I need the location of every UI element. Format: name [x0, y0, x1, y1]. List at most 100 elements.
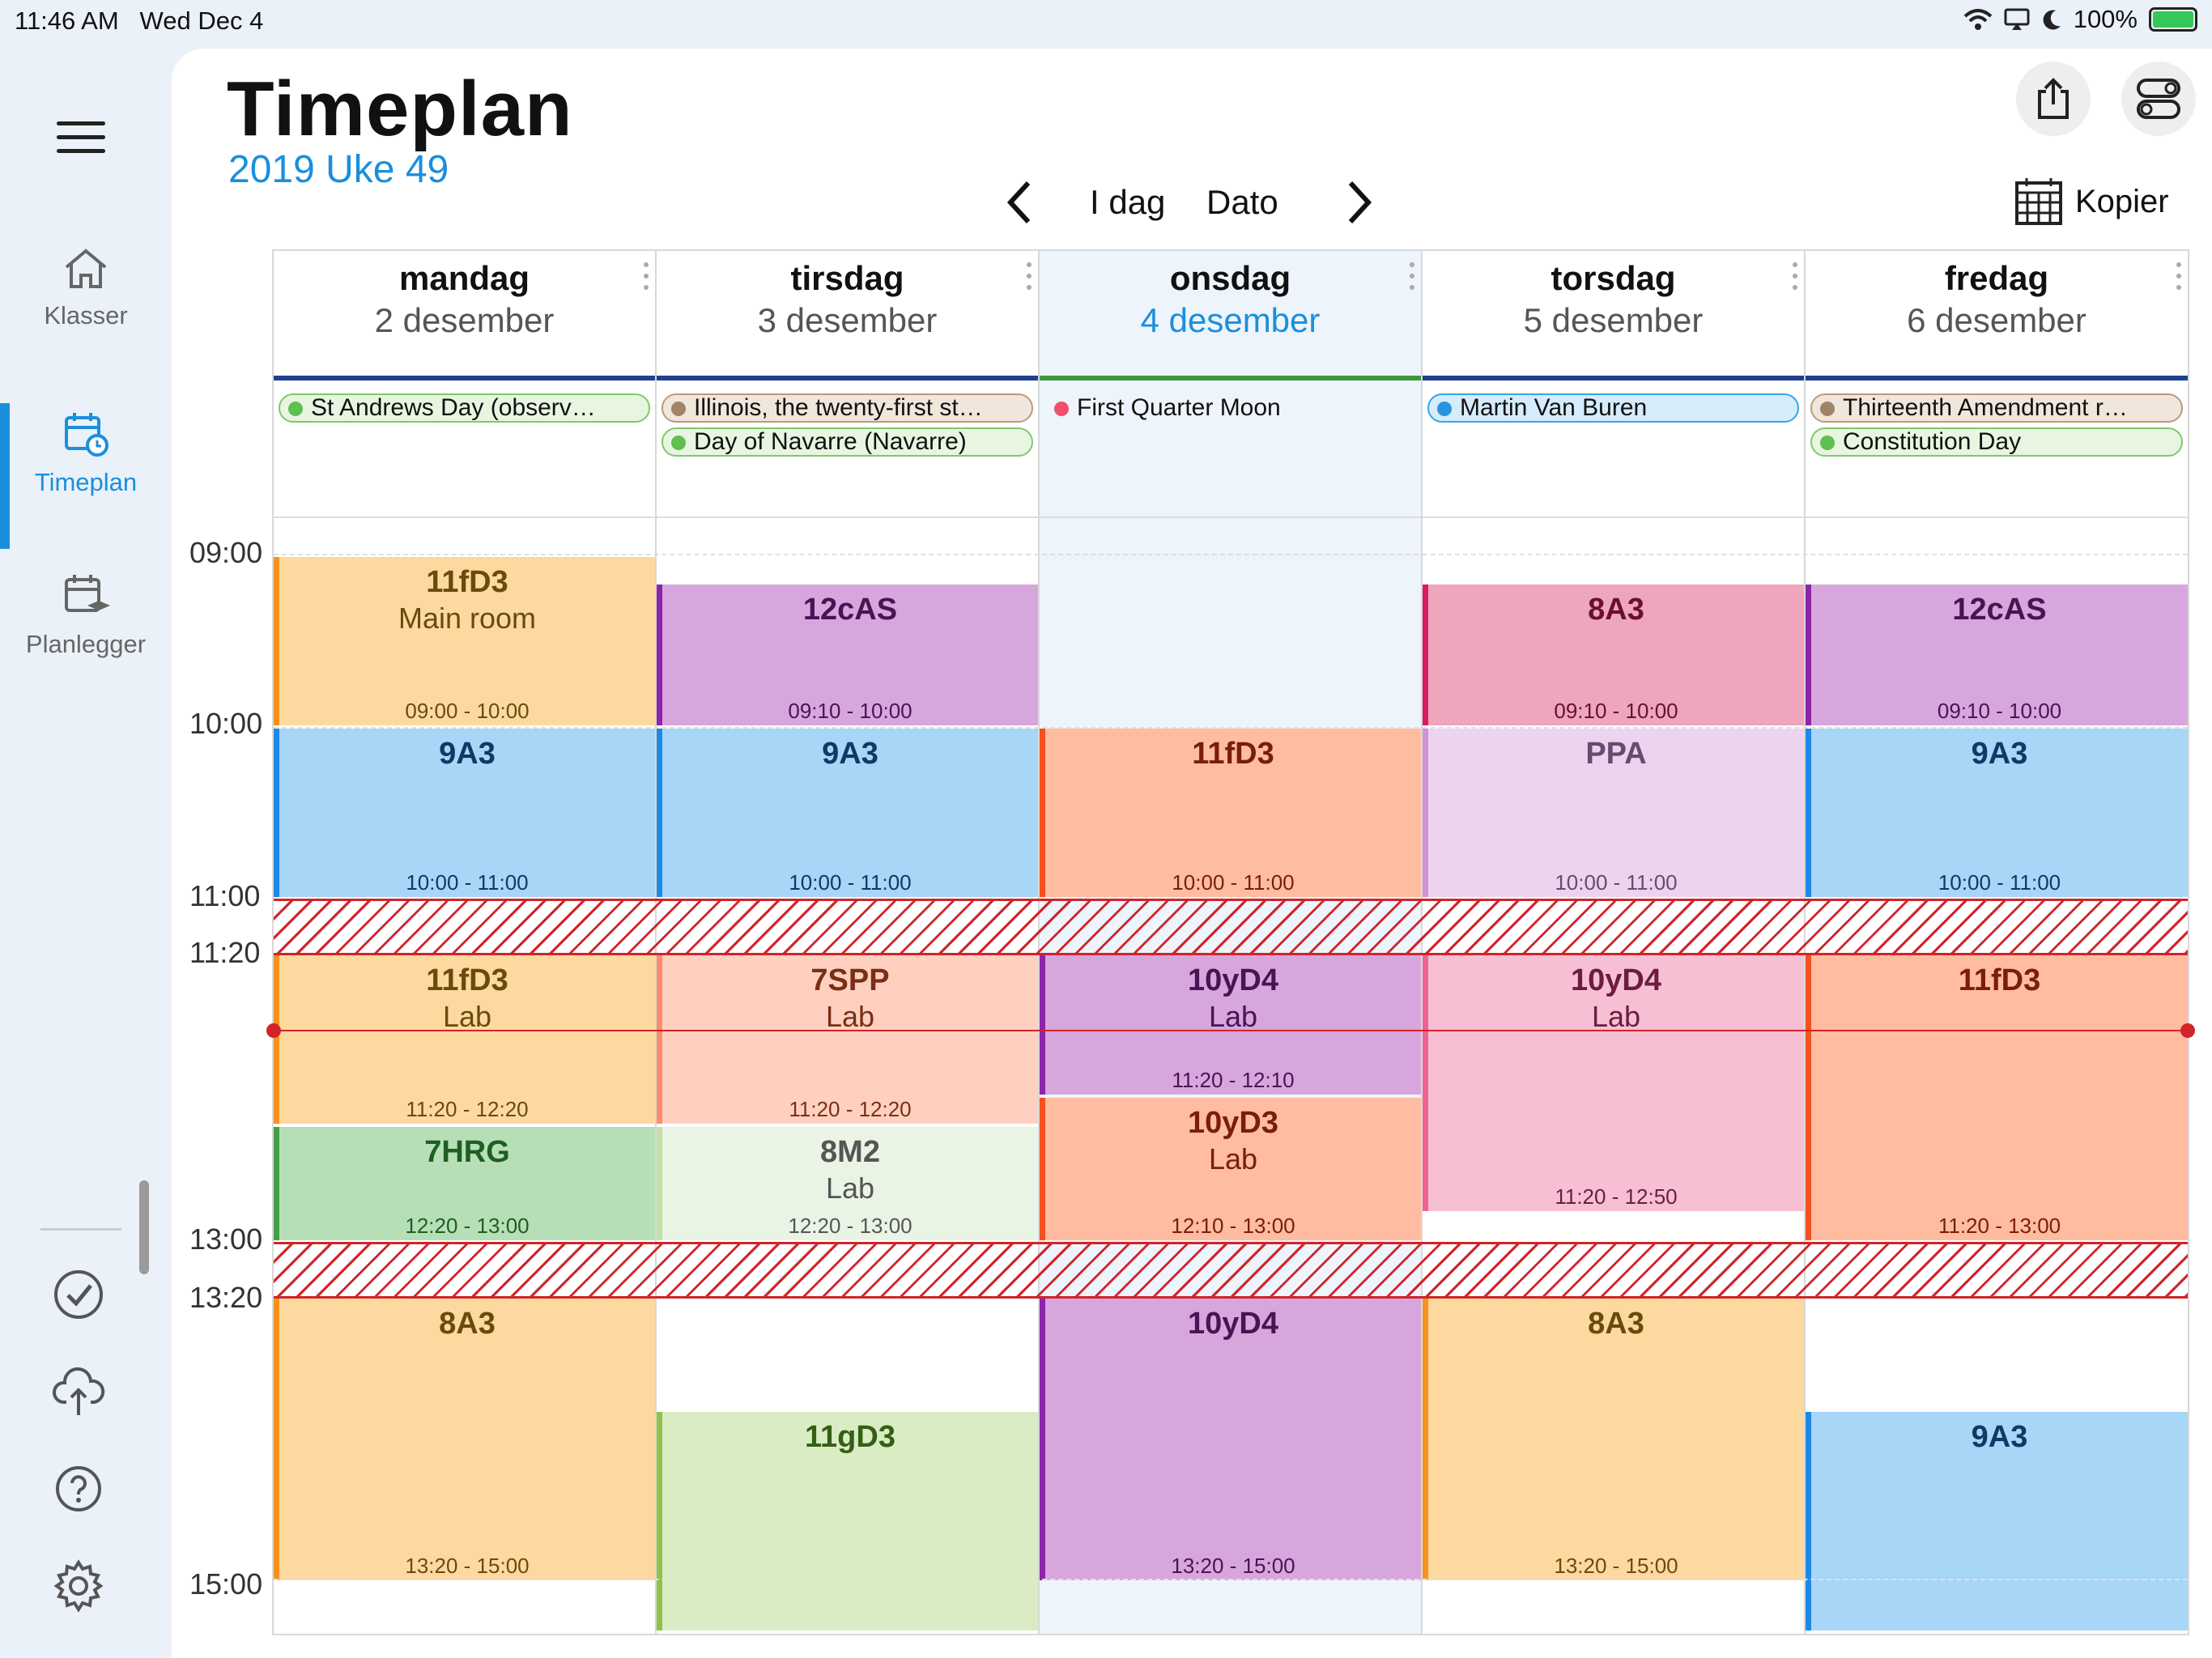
sidebar-item-label: Timeplan — [34, 468, 138, 496]
day-name: onsdag — [1169, 259, 1291, 297]
lesson-event[interactable]: 9A3 10:00 - 11:00 — [1806, 729, 2188, 897]
all-day-event[interactable]: Illinois, the twenty-first st… — [661, 393, 1033, 423]
calendar-clock-icon — [65, 413, 108, 457]
wifi-icon — [1963, 9, 1993, 30]
toggles-icon — [2137, 79, 2180, 119]
day-name: fredag — [1944, 259, 2049, 297]
previous-icon[interactable] — [1002, 178, 1038, 227]
cloud-upload-icon[interactable] — [50, 1363, 107, 1420]
more-icon[interactable] — [644, 262, 650, 296]
all-day-event[interactable]: Martin Van Buren — [1427, 393, 1799, 423]
lesson-event[interactable]: 11gD3 — [657, 1412, 1038, 1630]
sidebar-item-klasser[interactable]: Klasser — [0, 246, 172, 330]
all-day-area: First Quarter Moon — [1040, 380, 1421, 518]
current-time-dot — [266, 1023, 281, 1038]
day-header[interactable]: fredag 6 desember — [1806, 251, 2188, 379]
lesson-event[interactable]: 11fD3 Lab 11:20 - 12:20 — [274, 955, 655, 1124]
more-icon[interactable] — [1410, 262, 1416, 296]
date-button[interactable]: Dato — [1206, 183, 1278, 221]
day-name: tirsdag — [790, 259, 904, 297]
copy-label: Kopier — [2075, 183, 2169, 219]
more-icon[interactable] — [1793, 262, 1799, 296]
status-bar: 11:46 AM Wed Dec 4 100% — [0, 0, 2212, 44]
sidebar-divider — [40, 1228, 121, 1231]
toggles-button[interactable] — [2121, 62, 2196, 136]
lesson-event[interactable]: PPA 10:00 - 11:00 — [1423, 729, 1804, 897]
day-header-line — [1806, 376, 2188, 380]
calendar-grid-icon — [2015, 178, 2062, 225]
time-label: 13:20 — [189, 1281, 263, 1314]
lesson-event[interactable]: 8A3 09:10 - 10:00 — [1423, 585, 1804, 725]
check-circle-icon[interactable] — [50, 1266, 107, 1323]
day-date: 5 desember — [1523, 301, 1704, 339]
day-header[interactable]: mandag 2 desember — [274, 251, 655, 379]
current-time-line — [274, 1030, 2188, 1031]
calendar-cap-icon — [65, 575, 110, 612]
lesson-event[interactable]: 9A3 10:00 - 11:00 — [657, 729, 1038, 897]
lesson-event[interactable]: 10yD4 Lab 11:20 - 12:10 — [1040, 955, 1421, 1095]
share-button[interactable] — [2016, 62, 2091, 136]
time-label: 09:00 — [189, 536, 263, 569]
lesson-event[interactable]: 10yD3 Lab 12:10 - 13:00 — [1040, 1098, 1421, 1240]
day-header-line — [1040, 376, 1421, 380]
hour-line — [274, 554, 2188, 555]
sidebar-item-planlegger[interactable]: Planlegger — [0, 572, 172, 659]
current-time-dot — [2180, 1023, 2195, 1038]
next-icon[interactable] — [1341, 178, 1376, 227]
hour-line — [274, 727, 2188, 729]
lesson-event[interactable]: 8M2 Lab 12:20 - 13:00 — [657, 1127, 1038, 1240]
day-header-line — [274, 376, 655, 380]
lesson-event[interactable]: 9A3 10:00 - 11:00 — [274, 729, 655, 897]
status-right: 100% — [1963, 5, 2197, 34]
lesson-event[interactable]: 8A3 13:20 - 15:00 — [274, 1299, 655, 1580]
copy-button[interactable]: Kopier — [2014, 176, 2169, 227]
all-day-area: St Andrews Day (observ… — [274, 380, 655, 518]
battery-percent: 100% — [2073, 5, 2138, 33]
lesson-event[interactable]: 7HRG 12:20 - 13:00 — [274, 1127, 655, 1240]
lesson-event[interactable]: 10yD4 Lab 11:20 - 12:50 — [1423, 955, 1804, 1211]
lesson-event[interactable]: 9A3 — [1806, 1412, 2188, 1630]
all-day-area: Thirteenth Amendment r… Constitution Day — [1806, 380, 2188, 518]
battery-icon — [2149, 7, 2197, 32]
lesson-event[interactable]: 12cAS 09:10 - 10:00 — [657, 585, 1038, 725]
lesson-event[interactable]: 8A3 13:20 - 15:00 — [1423, 1299, 1804, 1580]
sidebar-item-label: Klasser — [44, 301, 128, 329]
settings-gear-icon[interactable] — [50, 1558, 107, 1614]
sidebar: Klasser Timeplan Planlegger — [0, 44, 172, 1658]
all-day-event[interactable]: Thirteenth Amendment r… — [1810, 393, 2183, 423]
sidebar-item-timeplan[interactable]: Timeplan — [0, 410, 172, 497]
help-icon[interactable] — [50, 1460, 107, 1517]
more-icon[interactable] — [2176, 262, 2183, 296]
day-header-line — [657, 376, 1038, 380]
time-label: 11:00 — [189, 879, 261, 912]
lesson-event[interactable]: 11fD3 Main room 09:00 - 10:00 — [274, 557, 655, 725]
active-indicator — [0, 403, 10, 549]
share-icon — [2038, 78, 2069, 119]
week-calendar: mandag 2 desember St Andrews Day (observ… — [266, 249, 2195, 1635]
day-column-tuesday: tirsdag 3 desember Illinois, the twenty-… — [657, 251, 1040, 1634]
day-header-line — [1423, 376, 1804, 380]
day-name: torsdag — [1551, 259, 1676, 297]
day-column-monday: mandag 2 desember St Andrews Day (observ… — [274, 251, 657, 1634]
day-header[interactable]: onsdag 4 desember — [1040, 251, 1421, 379]
all-day-area: Martin Van Buren — [1423, 380, 1804, 518]
day-header[interactable]: tirsdag 3 desember — [657, 251, 1038, 379]
lesson-event[interactable]: 10yD4 13:20 - 15:00 — [1040, 1299, 1421, 1580]
scroll-handle[interactable] — [139, 1180, 149, 1274]
lesson-event[interactable]: 12cAS 09:10 - 10:00 — [1806, 585, 2188, 725]
day-date: 2 desember — [374, 301, 555, 339]
more-icon[interactable] — [1027, 262, 1033, 296]
all-day-event[interactable]: First Quarter Moon — [1044, 393, 1416, 423]
day-date: 3 desember — [757, 301, 938, 339]
all-day-event[interactable]: St Andrews Day (observ… — [279, 393, 650, 423]
day-column-thursday: torsdag 5 desember Martin Van Buren 8A3 0… — [1423, 251, 1806, 1634]
day-header[interactable]: torsdag 5 desember — [1423, 251, 1804, 379]
lesson-event[interactable]: 7SPP Lab 11:20 - 12:20 — [657, 955, 1038, 1124]
today-button[interactable]: I dag — [1090, 183, 1166, 221]
all-day-event[interactable]: Day of Navarre (Navarre) — [661, 427, 1033, 457]
lesson-event[interactable]: 11fD3 10:00 - 11:00 — [1040, 729, 1421, 897]
day-name: mandag — [398, 259, 530, 297]
menu-icon[interactable] — [57, 121, 105, 157]
all-day-event[interactable]: Constitution Day — [1810, 427, 2183, 457]
lesson-event[interactable]: 11fD3 11:20 - 13:00 — [1806, 955, 2188, 1240]
